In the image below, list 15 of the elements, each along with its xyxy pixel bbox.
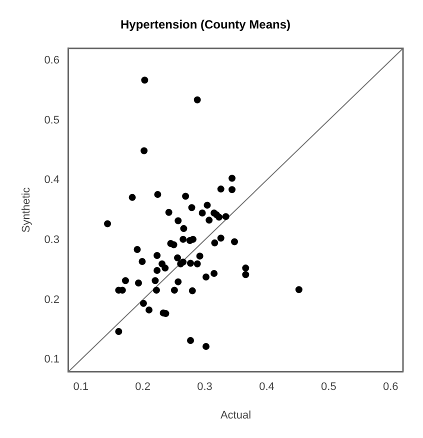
x-tick-label: 0.6 bbox=[382, 381, 398, 394]
y-axis-title: Synthetic bbox=[20, 186, 33, 233]
y-tick-label: 0.3 bbox=[44, 234, 60, 246]
x-tick-label: 0.1 bbox=[73, 381, 89, 394]
x-tick-label: 0.3 bbox=[197, 381, 212, 394]
chart-title: Hypertension (County Means) bbox=[120, 18, 291, 32]
x-tick-label: 0.4 bbox=[259, 381, 274, 394]
x-axis-title: Actual bbox=[220, 409, 252, 422]
y-tick-label: 0.2 bbox=[44, 294, 60, 306]
x-tick-label: 0.2 bbox=[135, 381, 150, 394]
y-tick-label: 0.4 bbox=[44, 174, 60, 186]
y-tick-label: 0.6 bbox=[44, 54, 60, 66]
y-tick-label: 0.5 bbox=[44, 114, 60, 126]
y-tick-label: 0.1 bbox=[44, 354, 60, 366]
x-tick-label: 0.5 bbox=[321, 381, 336, 394]
